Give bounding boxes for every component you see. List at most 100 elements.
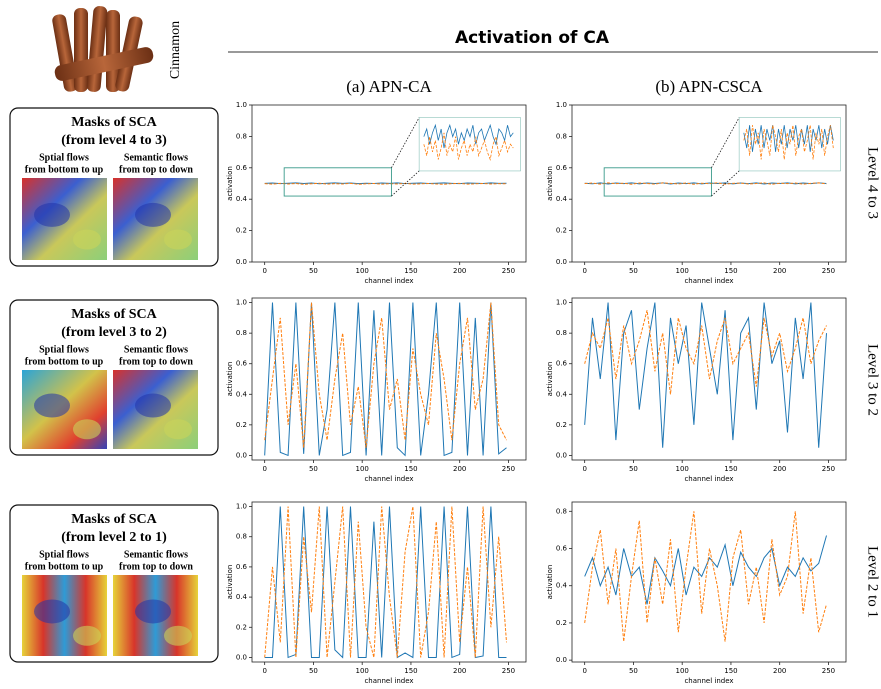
flow-label: from bottom to up bbox=[25, 356, 104, 367]
flow-label: Sptial flows bbox=[39, 549, 89, 560]
y-axis-label: activation bbox=[226, 362, 234, 397]
y-tick-label: 0.0 bbox=[556, 451, 567, 459]
zoom-connector bbox=[391, 117, 420, 168]
flow-label: Semantic flows bbox=[124, 344, 188, 355]
panel-title: Masks of SCA bbox=[71, 512, 157, 527]
y-tick-label: 1.0 bbox=[236, 503, 247, 511]
y-axis-label: activation bbox=[546, 166, 554, 201]
series-line bbox=[264, 506, 507, 658]
flow-label: from top to down bbox=[119, 356, 193, 367]
panel-title: Masks of SCA bbox=[71, 115, 157, 130]
panel-box bbox=[9, 299, 219, 456]
x-tick-label: 50 bbox=[309, 267, 318, 275]
series-line bbox=[584, 535, 827, 605]
row-label: Level 2 to 1 bbox=[865, 546, 881, 618]
flow-label: from top to down bbox=[119, 164, 193, 175]
x-tick-label: 0 bbox=[262, 667, 266, 675]
flow-label: Semantic flows bbox=[124, 549, 188, 560]
x-axis-label: channel index bbox=[684, 277, 733, 285]
x-axis-label: channel index bbox=[364, 475, 413, 483]
x-tick-label: 0 bbox=[582, 465, 586, 473]
x-tick-label: 250 bbox=[502, 667, 515, 675]
x-tick-label: 200 bbox=[773, 465, 786, 473]
panel-subtitle: (from level 3 to 2) bbox=[61, 325, 167, 340]
x-axis-label: channel index bbox=[684, 677, 733, 685]
figure-title: Activation of CA bbox=[455, 28, 610, 48]
y-tick-label: 0.8 bbox=[556, 329, 567, 337]
heatmap-blob bbox=[135, 202, 171, 227]
heatmap-blob bbox=[73, 419, 101, 440]
x-tick-label: 150 bbox=[724, 465, 737, 473]
y-tick-label: 0.6 bbox=[556, 545, 568, 553]
y-tick-label: 0.6 bbox=[556, 164, 568, 172]
y-tick-label: 0.2 bbox=[556, 227, 567, 235]
y-tick-label: 0.2 bbox=[556, 619, 567, 627]
x-tick-label: 250 bbox=[822, 667, 835, 675]
x-tick-label: 250 bbox=[822, 465, 835, 473]
heatmap-blob bbox=[34, 599, 70, 624]
x-tick-label: 100 bbox=[355, 465, 368, 473]
heatmap-blob bbox=[34, 393, 70, 418]
y-axis-label: activation bbox=[546, 362, 554, 397]
x-tick-label: 250 bbox=[502, 465, 515, 473]
x-tick-label: 150 bbox=[404, 465, 417, 473]
x-tick-label: 200 bbox=[453, 465, 466, 473]
y-tick-label: 0.4 bbox=[236, 593, 248, 601]
x-tick-label: 50 bbox=[629, 667, 638, 675]
y-tick-label: 1.0 bbox=[236, 299, 247, 307]
y-tick-label: 0.4 bbox=[556, 195, 568, 203]
heatmap-blob bbox=[164, 229, 192, 250]
heatmap-blob bbox=[164, 419, 192, 440]
column-label: (b) APN-CSCA bbox=[655, 77, 763, 96]
series-line bbox=[264, 302, 507, 448]
x-axis-label: channel index bbox=[684, 475, 733, 483]
heatmap-blob bbox=[135, 599, 171, 624]
flow-label: Sptial flows bbox=[39, 152, 89, 163]
flow-label: Semantic flows bbox=[124, 152, 188, 163]
x-tick-label: 100 bbox=[355, 267, 368, 275]
y-tick-label: 1.0 bbox=[236, 101, 247, 109]
series-line bbox=[584, 302, 827, 448]
x-tick-label: 0 bbox=[262, 465, 266, 473]
y-tick-label: 0.6 bbox=[236, 360, 248, 368]
y-axis-label: activation bbox=[226, 166, 234, 201]
column-label: (a) APN-CA bbox=[346, 77, 432, 96]
y-tick-label: 0.2 bbox=[236, 623, 247, 631]
series-line bbox=[584, 511, 827, 642]
x-tick-label: 150 bbox=[724, 667, 737, 675]
x-axis-label: channel index bbox=[364, 677, 413, 685]
x-tick-label: 100 bbox=[675, 267, 688, 275]
series-line bbox=[584, 310, 827, 395]
panel-subtitle: (from level 4 to 3) bbox=[61, 133, 167, 148]
y-tick-label: 0.8 bbox=[556, 132, 567, 140]
zoom-box bbox=[603, 167, 712, 197]
x-tick-label: 200 bbox=[773, 267, 786, 275]
flow-label: from top to down bbox=[119, 561, 193, 572]
y-tick-label: 0.4 bbox=[236, 390, 248, 398]
y-axis-label: activation bbox=[226, 565, 234, 600]
inset-line bbox=[423, 132, 514, 161]
heatmap-blob bbox=[135, 393, 171, 418]
y-tick-label: 0.2 bbox=[556, 421, 567, 429]
panel-title: Masks of SCA bbox=[71, 307, 157, 322]
heatmap-blob bbox=[73, 625, 101, 646]
axes-frame bbox=[251, 501, 527, 663]
x-tick-label: 200 bbox=[773, 667, 786, 675]
axes-frame bbox=[571, 501, 847, 663]
y-tick-label: 0.8 bbox=[556, 507, 567, 515]
zoom-connector bbox=[711, 117, 740, 168]
zoom-box bbox=[283, 167, 392, 197]
x-tick-label: 0 bbox=[262, 267, 266, 275]
y-tick-label: 0.4 bbox=[556, 390, 568, 398]
y-tick-label: 0.0 bbox=[556, 258, 567, 266]
inset-line bbox=[423, 123, 514, 149]
flow-label: Sptial flows bbox=[39, 344, 89, 355]
y-tick-label: 0.8 bbox=[236, 329, 247, 337]
x-tick-label: 250 bbox=[502, 267, 515, 275]
heatmap-blob bbox=[73, 229, 101, 250]
y-tick-label: 0.4 bbox=[236, 195, 248, 203]
heatmap-blob bbox=[34, 202, 70, 227]
y-tick-label: 0.6 bbox=[556, 360, 568, 368]
inset-frame bbox=[418, 117, 521, 172]
inset-line bbox=[743, 125, 834, 160]
